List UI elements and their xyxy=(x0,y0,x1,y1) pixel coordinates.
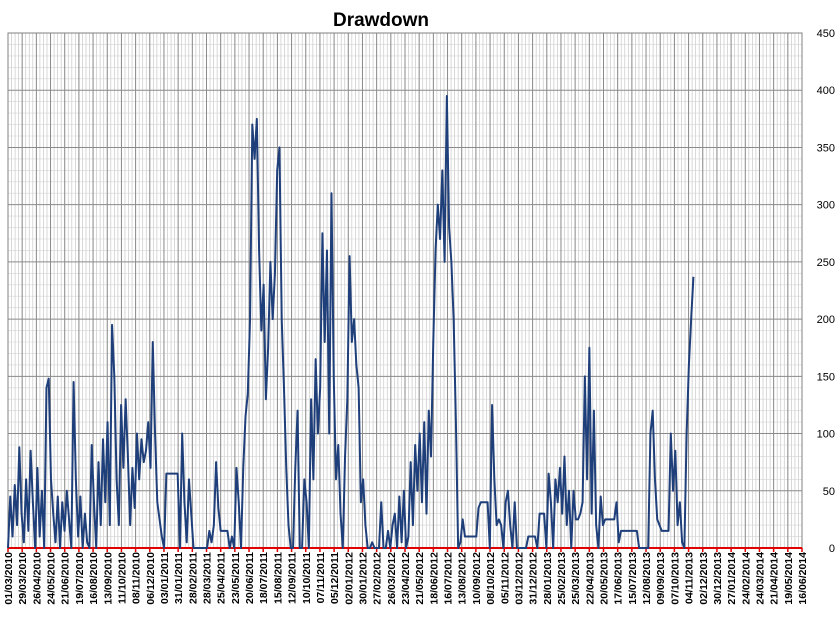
x-tick-label: 24/02/2014 xyxy=(740,552,752,605)
x-tick-label: 19/05/2014 xyxy=(783,552,795,605)
x-tick-label: 07/11/2011 xyxy=(315,552,327,604)
x-tick-label: 31/01/2011 xyxy=(173,552,185,604)
x-tick-label: 18/07/2011 xyxy=(258,552,270,604)
x-tick-label: 30/12/2013 xyxy=(712,552,724,605)
x-tick-label: 16/06/2014 xyxy=(797,552,809,605)
x-tick-label: 26/03/2012 xyxy=(386,552,398,605)
x-axis xyxy=(7,547,803,552)
x-axis-ticks: 01/03/2010 29/03/2010 26/04/2010 24/05/2010… xyxy=(3,552,809,605)
x-tick-label: 01/03/2010 xyxy=(3,552,15,605)
x-tick-label: 26/04/2010 xyxy=(31,552,43,605)
x-tick-label: 08/11/2010 xyxy=(131,552,143,604)
x-tick-label: 07/10/2013 xyxy=(669,552,681,605)
x-tick-label: 04/11/2013 xyxy=(684,552,696,604)
x-tick-label: 21/05/2012 xyxy=(414,552,426,605)
x-tick-label: 21/04/2014 xyxy=(769,552,781,605)
x-tick-label: 10/10/2011 xyxy=(301,552,313,604)
x-tick-label: 05/11/2012 xyxy=(499,552,511,604)
x-tick-label: 27/01/2014 xyxy=(726,552,738,605)
x-tick-label: 18/06/2012 xyxy=(428,552,440,605)
x-tick-label: 16/07/2012 xyxy=(443,552,455,605)
x-tick-label: 31/12/2012 xyxy=(528,552,540,605)
x-tick-label: 27/02/2012 xyxy=(372,552,384,605)
x-tick-label: 12/09/2011 xyxy=(287,552,299,604)
drawdown-series-line xyxy=(7,94,695,549)
x-tick-label: 28/02/2011 xyxy=(187,552,199,604)
y-tick-label: 350 xyxy=(817,142,835,154)
x-tick-label: 16/08/2010 xyxy=(88,552,100,605)
x-tick-label: 06/12/2010 xyxy=(145,552,157,605)
y-tick-label: 300 xyxy=(817,200,835,212)
y-tick-label: 400 xyxy=(817,85,835,97)
x-tick-label: 24/05/2010 xyxy=(46,552,58,605)
x-tick-label: 25/03/2013 xyxy=(570,552,582,605)
x-tick-label: 23/04/2012 xyxy=(400,552,412,605)
x-tick-label: 25/04/2011 xyxy=(216,552,228,604)
y-tick-label: 250 xyxy=(817,257,835,269)
y-tick-label: 450 xyxy=(817,28,835,40)
x-tick-label: 24/03/2014 xyxy=(754,552,766,605)
x-tick-label: 02/12/2013 xyxy=(698,552,710,605)
x-tick-label: 30/01/2012 xyxy=(357,552,369,605)
x-tick-label: 23/05/2011 xyxy=(230,552,242,604)
y-axis-ticks: 0 50 100 150 200 250 300 350 400 450 xyxy=(817,28,835,555)
x-tick-label: 19/07/2010 xyxy=(74,552,86,605)
y-tick-label: 150 xyxy=(817,371,835,383)
x-tick-label: 05/12/2011 xyxy=(329,552,341,604)
x-tick-label: 17/06/2013 xyxy=(613,552,625,605)
x-tick-label: 15/07/2013 xyxy=(627,552,639,605)
y-tick-label: 0 xyxy=(829,543,835,555)
x-tick-label: 08/10/2012 xyxy=(485,552,497,605)
y-tick-label: 100 xyxy=(817,429,835,441)
x-tick-label: 10/09/2012 xyxy=(471,552,483,605)
x-tick-label: 28/01/2013 xyxy=(542,552,554,605)
x-tick-label: 15/08/2011 xyxy=(272,552,284,604)
series-layer xyxy=(7,94,695,549)
x-tick-label: 11/10/2010 xyxy=(116,552,128,604)
x-tick-label: 21/06/2010 xyxy=(60,552,72,605)
x-tick-label: 09/09/2013 xyxy=(655,552,667,605)
major-gridlines xyxy=(7,32,803,549)
x-tick-label: 25/02/2013 xyxy=(556,552,568,605)
y-tick-label: 200 xyxy=(817,314,835,326)
x-tick-label: 13/08/2012 xyxy=(457,552,469,605)
x-tick-label: 20/06/2011 xyxy=(244,552,256,604)
x-tick-label: 03/01/2011 xyxy=(159,552,171,604)
x-tick-label: 28/03/2011 xyxy=(202,552,214,604)
x-tick-label: 12/08/2013 xyxy=(641,552,653,605)
x-tick-label: 03/12/2012 xyxy=(513,552,525,605)
x-tick-label: 13/09/2010 xyxy=(102,552,114,605)
x-tick-label: 20/05/2013 xyxy=(599,552,611,605)
chart-title: Drawdown xyxy=(333,10,429,31)
x-tick-label: 22/04/2013 xyxy=(584,552,596,605)
x-tick-label: 02/01/2012 xyxy=(343,552,355,605)
y-tick-label: 50 xyxy=(823,486,835,498)
x-tick-label: 29/03/2010 xyxy=(17,552,29,605)
